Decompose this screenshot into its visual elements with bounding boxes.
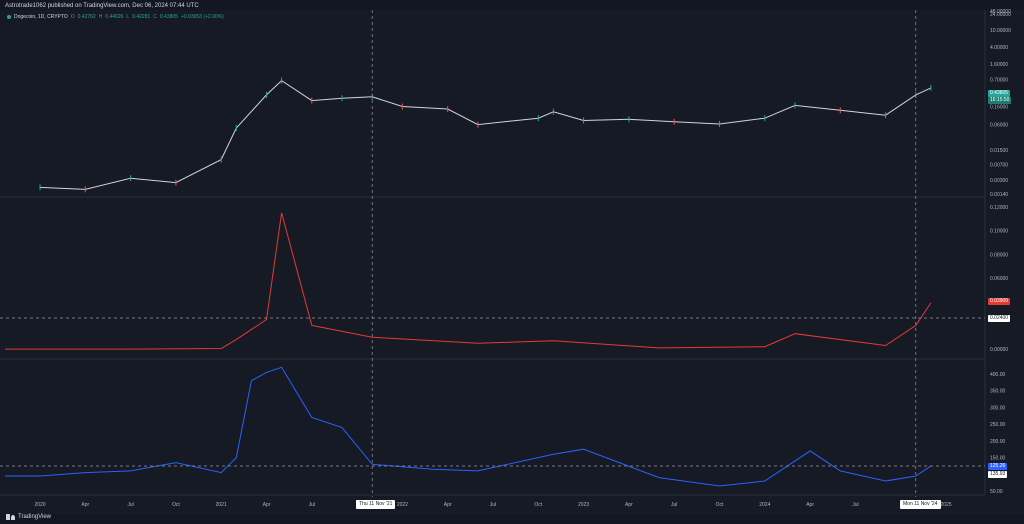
price-tick: 4.00000	[990, 45, 1008, 51]
indicator1-pane: 0.120000.100000.080000.060000.040000.000…	[5, 205, 1008, 353]
time-axis-label: 2020	[34, 502, 45, 508]
indicator1-crosshair-badge: 0.02400	[988, 315, 1011, 322]
time-axis-label: Apr	[806, 502, 814, 508]
high-label: H	[98, 14, 103, 20]
brand-text: TradingView	[18, 514, 52, 520]
indicator1-tick: 0.10000	[990, 229, 1008, 235]
status-dot-icon	[7, 15, 11, 19]
low-value: 0.42281	[132, 14, 151, 20]
last-price-badge: 0.43805	[988, 90, 1011, 97]
high-value: 0.44026	[105, 14, 124, 20]
time-axis-label: 2023	[578, 502, 589, 508]
chart-frame[interactable]	[0, 10, 1024, 514]
price-tick: 0.06000	[990, 123, 1008, 129]
open-label: O	[70, 14, 75, 20]
indicator1-series-line[interactable]	[5, 212, 932, 350]
price-tick: 10.00000	[990, 28, 1011, 34]
last-price-text: 0.43805	[990, 90, 1009, 96]
time-axis-label: Apr	[444, 502, 452, 508]
crosshair-date-left-text: Thu 11 Nov '21	[359, 501, 393, 507]
countdown-text: 16:15:50	[990, 97, 1010, 103]
indicator2-tick: 350.00	[990, 389, 1006, 395]
indicator2-value-text: 125.26	[990, 463, 1006, 469]
time-axis-label: Apr	[81, 502, 89, 508]
time-axis-label: 2025	[940, 502, 951, 508]
time-axis-label: Jul	[671, 502, 677, 508]
time-axis-label: Jul	[490, 502, 496, 508]
time-axis-label: Jul	[309, 502, 315, 508]
axes: 2020 Apr Jul Oct 2021 Apr Jul 2022 Apr Jul Oct 2023…	[0, 10, 986, 508]
countdown-badge: 16:15:50	[988, 97, 1012, 104]
indicator1-value-text: 0.03909	[990, 298, 1009, 304]
symbol-legend: Dogecoin, 1D, CRYPTO O 0.42762 H 0.44026 L…	[7, 14, 224, 20]
indicator2-tick: 400.00	[990, 372, 1006, 378]
indicator2-tick: 150.00	[990, 456, 1006, 462]
time-axis-label: Jul	[852, 502, 858, 508]
close-value: 0.43805	[159, 14, 178, 20]
price-tick: 48.00000	[990, 9, 1011, 15]
indicator2-series-line[interactable]	[5, 366, 932, 487]
price-tick: 1.60000	[990, 62, 1008, 68]
indicator2-tick: 300.00	[990, 405, 1006, 411]
indicator2-crosshair-badge: 135.93	[988, 471, 1008, 478]
indicator1-tick: 0.00000	[990, 347, 1008, 353]
time-axis-label: 2022	[397, 502, 408, 508]
time-axis-label: 2021	[216, 502, 227, 508]
price-series-line[interactable]	[39, 79, 932, 190]
indicator2-tick: 250.00	[990, 422, 1006, 428]
indicator2-tick: 50.00	[990, 489, 1003, 495]
open-value: 0.42762	[77, 14, 96, 20]
time-axis-label: 2024	[759, 502, 770, 508]
time-axis-label: Apr	[625, 502, 633, 508]
crosshair-date-right: Mon 11 Nov '24	[900, 500, 941, 509]
time-axis-label: Oct	[172, 502, 180, 508]
price-tick: 24.00000	[990, 12, 1011, 18]
indicator1-tick: 0.12000	[990, 205, 1008, 211]
indicator1-value-badge: 0.03909	[988, 298, 1011, 305]
time-axis-label: Oct	[534, 502, 542, 508]
close-label: C	[153, 14, 157, 20]
crosshair-date-right-text: Mon 11 Nov '24	[903, 501, 938, 507]
price-tick: 0.00700	[990, 162, 1008, 168]
price-tick: 0.00140	[990, 192, 1008, 198]
time-axis-label: Jul	[127, 502, 133, 508]
symbol-name[interactable]: Dogecoin, 1D, CRYPTO	[14, 14, 68, 20]
time-axis-label: Apr	[263, 502, 271, 508]
indicator1-crosshair-text: 0.02400	[990, 315, 1009, 321]
indicator2-tick: 200.00	[990, 439, 1006, 445]
price-tick: 0.16000	[990, 105, 1008, 111]
tradingview-logo-icon	[6, 514, 15, 520]
price-tick: 0.70000	[990, 77, 1008, 83]
indicator2-pane: 400.00350.00300.00250.00200.00150.00100.…	[5, 366, 1006, 495]
indicator2-value-badge: 125.26	[988, 463, 1008, 470]
low-label: L	[126, 14, 130, 20]
indicator1-tick: 0.08000	[990, 252, 1008, 258]
price-tick: 0.00300	[990, 178, 1008, 184]
time-axis-label: Oct	[716, 502, 724, 508]
change-value: +0.03653 (+2.00%)	[180, 14, 224, 20]
indicator2-crosshair-text: 135.93	[990, 471, 1006, 477]
crosshair-date-left: Thu 11 Nov '21	[356, 500, 396, 509]
publisher-line: Astrotrade1062 published on TradingView.…	[5, 3, 199, 9]
price-tick: 0.01500	[990, 148, 1008, 154]
indicator1-tick: 0.06000	[990, 276, 1008, 282]
footer-brand[interactable]: TradingView	[6, 514, 51, 520]
